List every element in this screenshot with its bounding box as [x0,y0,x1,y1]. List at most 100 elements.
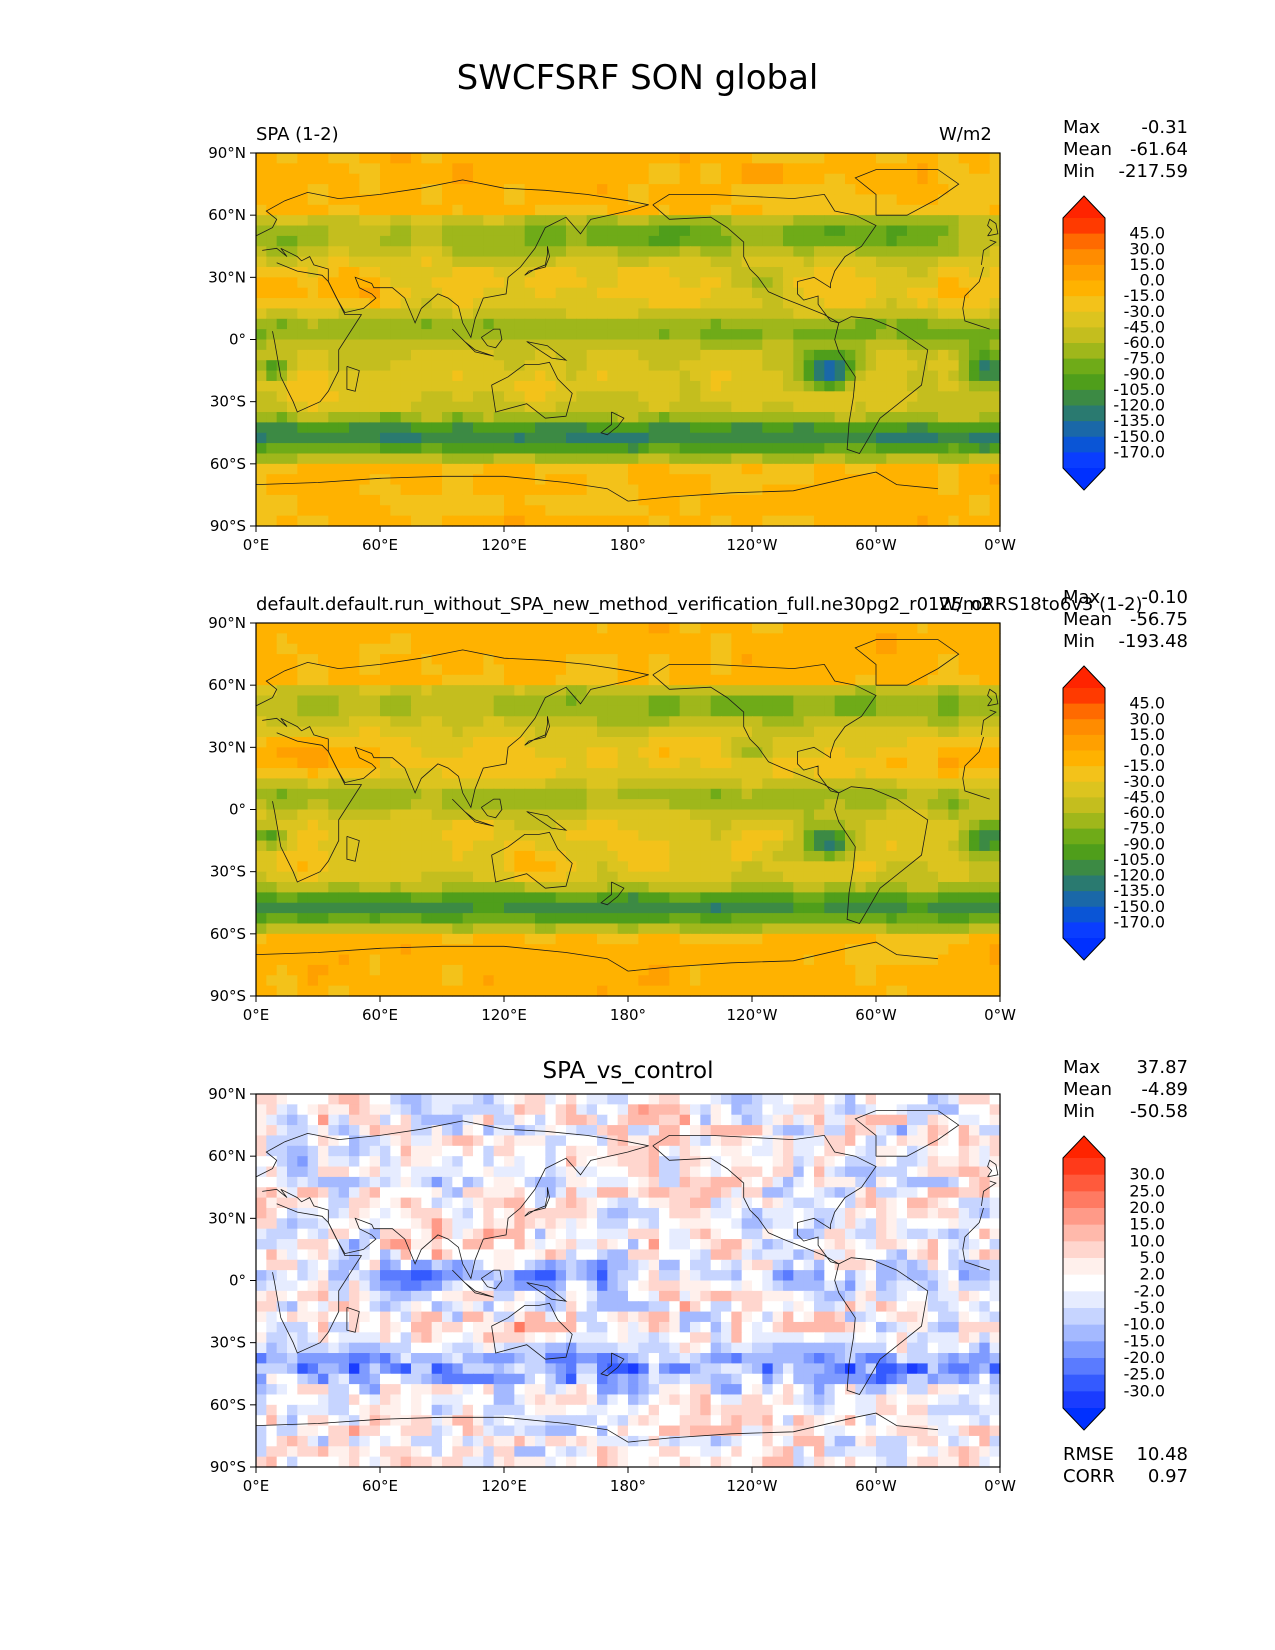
field-cell [690,391,701,403]
field-cell [452,391,464,403]
field-cell [369,463,381,475]
field-cell [276,944,288,956]
field-cell [328,840,340,852]
field-cell [380,204,391,216]
field-cell [989,463,1001,475]
field-cell [452,809,464,821]
field-cell [845,515,856,527]
field-cell [535,788,546,800]
field-cell [772,235,784,247]
field-cell [287,944,298,956]
field-cell [948,235,960,247]
field-cell [979,349,991,361]
field-cell [855,923,867,935]
field-cell [979,256,991,268]
field-cell [380,474,391,486]
field-cell [576,422,588,434]
field-cell [752,266,763,278]
field-cell [617,623,629,634]
field-cell [256,505,267,517]
field-cell [307,913,319,925]
field-cell [318,422,329,434]
field-cell [452,173,464,185]
field-cell [597,716,608,728]
field-cell [462,850,474,862]
field-cell [927,484,939,496]
field-cell [576,736,588,748]
field-cell [638,809,650,821]
field-cell [287,391,298,403]
field-cell [669,401,681,413]
field-cell [256,757,267,769]
field-cell [731,871,743,883]
y-tick-label: 60°S [210,455,246,473]
field-cell [555,443,567,455]
field-cell [865,298,877,310]
field-cell [907,474,918,486]
field-cell [855,422,867,434]
field-cell [390,747,402,759]
field-cell [256,788,267,800]
field-cell [772,850,784,862]
field-cell [617,204,629,216]
field-cell [514,913,526,925]
field-cell [886,505,898,517]
field-cell [814,256,825,268]
field-cell [886,401,898,413]
field-cell [907,778,918,790]
field-cell [338,215,350,227]
field-cell [814,474,825,486]
field-cell [979,768,991,780]
field-cell [390,819,402,831]
field-cell [514,705,526,717]
field-cell [452,778,464,790]
field-cell [834,623,846,634]
field-cell [679,308,691,320]
field-cell [566,412,577,423]
field-cell [535,380,546,392]
field-cell [700,204,712,216]
field-cell [349,633,360,645]
field-cell [400,422,412,434]
field-cell [865,463,877,475]
field-cell [328,882,340,893]
colorbar-outline [1062,195,1106,491]
field-cell [865,246,877,258]
field-cell [493,256,505,268]
field-cell [979,871,991,883]
field-cell [710,173,722,185]
field-cell [938,194,949,206]
field-cell [886,716,898,728]
field-cell [586,339,598,351]
field-cell [834,308,846,320]
field-cell [380,747,391,759]
field-cell [700,184,712,196]
field-cell [907,664,918,676]
panel-1-max-label: Max [1063,117,1101,138]
field-cell [886,360,898,372]
field-cell [721,360,732,372]
field-cell [752,892,763,904]
field-cell [741,933,753,945]
field-cell [328,633,340,645]
field-cell [979,329,991,341]
field-cell [700,643,712,655]
field-cell [648,494,660,506]
field-cell [876,892,887,904]
field-cell [638,716,650,728]
field-cell [783,194,794,206]
field-cell [855,788,867,800]
field-cell [411,266,422,278]
field-cell [266,674,278,686]
field-cell [824,339,836,351]
field-cell [793,736,805,748]
field-cell [266,380,278,392]
field-cell [566,349,577,361]
field-cell [741,695,753,707]
field-cell [762,360,774,372]
field-cell [597,494,608,506]
field-cell [814,902,825,914]
field-cell [349,726,360,738]
field-cell [969,840,980,852]
field-cell [958,360,970,372]
